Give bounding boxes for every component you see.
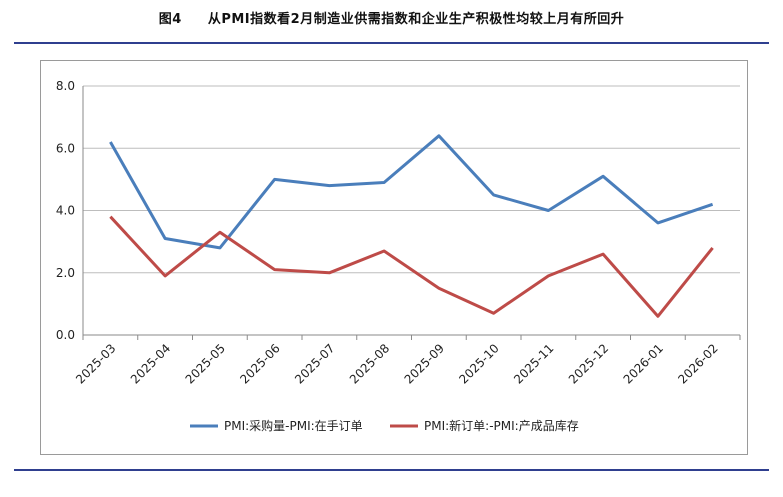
- x-tick-label: 2025-03: [73, 341, 118, 386]
- legend-label-2: PMI:新订单:-PMI:产成品库存: [424, 418, 579, 433]
- x-tick-label: 2026-02: [675, 341, 720, 386]
- x-tick-label: 2026-01: [621, 341, 666, 386]
- y-axis-ticks: 0.0 2.0 4.0 6.0 8.0: [56, 79, 75, 342]
- x-tick-label: 2025-11: [511, 341, 556, 386]
- x-tick-label: 2025-09: [402, 341, 447, 386]
- x-tick-label: 2025-08: [347, 341, 392, 386]
- x-tick-label: 2025-07: [292, 341, 337, 386]
- series-line-1: [109, 134, 714, 250]
- line-chart: 0.02.04.06.08.0 2025-03 2025-04 2025-05 202…: [56, 79, 741, 433]
- y-tick-label: 4.0: [56, 204, 75, 218]
- y-tick-label: 6.0: [56, 141, 75, 155]
- figure-number: 图4: [158, 12, 182, 27]
- y-tick-label: 0.0: [56, 328, 75, 342]
- x-tick-label: 2025-10: [456, 341, 501, 386]
- y-tick-label: 8.0: [56, 79, 75, 93]
- top-rule: [14, 42, 769, 44]
- series-lines: [109, 134, 714, 318]
- figure-title: 图4 从PMI指数看2月制造业供需指数和企业生产积极性均较上月有所回升: [0, 8, 783, 27]
- bottom-rule: [14, 469, 769, 471]
- x-axis-ticks: 2025-03 2025-04 2025-05 2025-06 2025-07 2025-…: [73, 341, 721, 386]
- legend: PMI:采购量-PMI:在手订单 PMI:新订单:-PMI:产成品库存: [190, 418, 579, 433]
- x-axis: [82, 86, 741, 340]
- x-tick-label: 2025-06: [237, 341, 282, 386]
- figure-caption: 从PMI指数看2月制造业供需指数和企业生产积极性均较上月有所回升: [207, 12, 625, 27]
- y-tick-label: 2.0: [56, 266, 75, 280]
- chart-frame: [40, 60, 748, 455]
- gridlines: [83, 85, 740, 274]
- series-line-2: [109, 215, 714, 318]
- legend-label-1: PMI:采购量-PMI:在手订单: [224, 418, 363, 433]
- x-tick-label: 2025-12: [566, 341, 611, 386]
- x-tick-label: 2025-05: [183, 341, 228, 386]
- x-tick-label: 2025-04: [128, 341, 173, 386]
